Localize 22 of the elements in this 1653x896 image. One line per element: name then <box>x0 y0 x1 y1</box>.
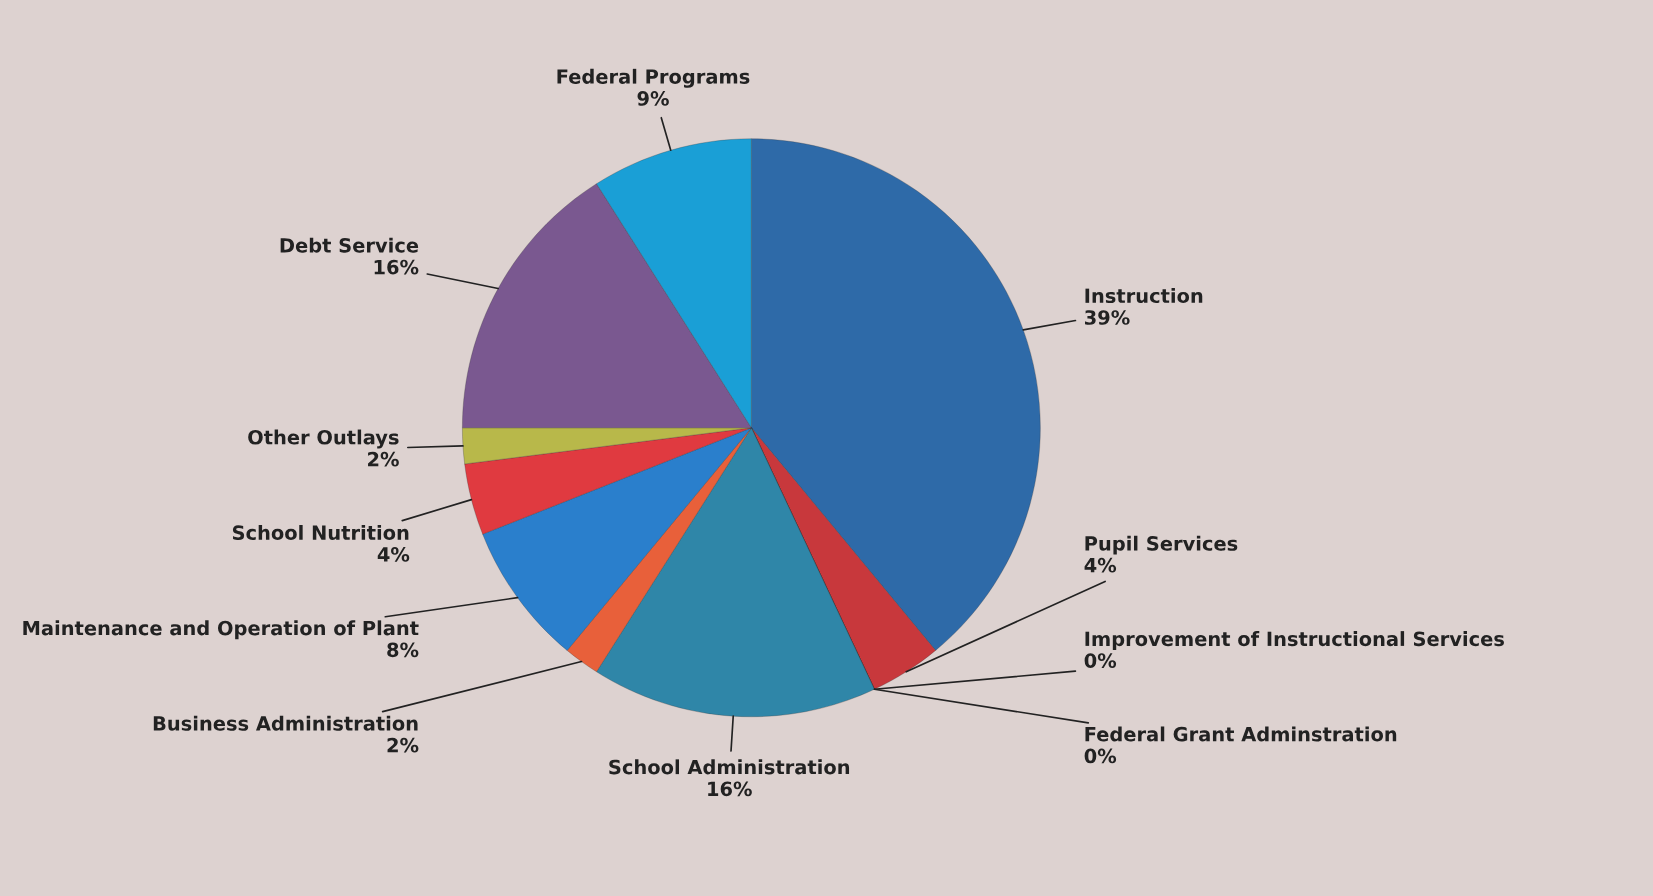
data-label: 2% <box>368 451 399 467</box>
text: 0% <box>1084 653 1117 668</box>
slice-label: Federal Programs <box>557 68 750 88</box>
slice-label: Other Outlays <box>248 429 399 449</box>
data-label: 16% <box>374 259 419 275</box>
data-label: 4% <box>1084 557 1117 573</box>
slice-label: Maintenance and Operation of Plant <box>23 620 419 640</box>
slice-label: School Administration <box>609 759 850 775</box>
slice-label: Business Administration <box>153 715 418 731</box>
slice-label: Instruction <box>1085 288 1203 304</box>
data-label: 9% <box>637 91 669 106</box>
slice-label: Debt Service <box>280 237 419 253</box>
data-label: 2% <box>387 737 419 753</box>
category-label: Improvement of Instructional Services <box>1085 631 1504 650</box>
text: 0% <box>1084 748 1117 764</box>
data-label: 16% <box>708 781 752 797</box>
category-label: Federal Grant Adminstration <box>1085 726 1397 742</box>
slice-label: School Nutrition <box>232 524 409 541</box>
slice-label: Pupil Services <box>1085 535 1238 555</box>
data-label: 8% <box>387 642 419 658</box>
data-label: 4% <box>377 547 410 562</box>
data-label: 39% <box>1085 310 1130 325</box>
